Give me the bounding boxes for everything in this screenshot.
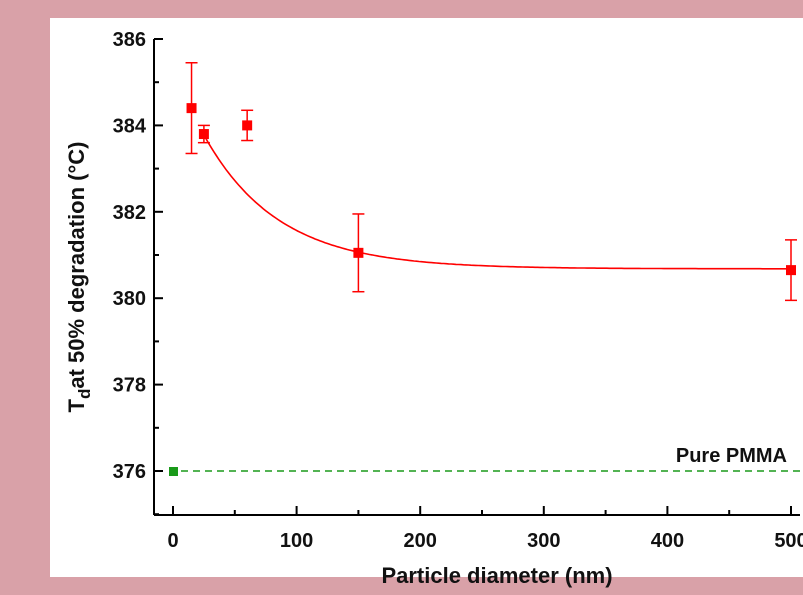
x-tick-label: 0 [167,530,178,552]
y-tick-label: 386 [113,29,146,51]
y-tick-label: 376 [113,461,146,483]
x-tick-label: 400 [651,530,684,552]
x-axis-title: Particle diameter (nm) [381,563,612,588]
x-tick-label: 100 [280,530,313,552]
data-point [353,247,364,258]
y-tick-label: 380 [113,288,146,310]
fit-curve [203,134,790,270]
reference-label: Pure PMMA [676,445,787,467]
x-tick-label: 500 [774,530,803,552]
data-point [186,103,197,114]
data-point [242,120,253,131]
x-tick-label: 200 [404,530,437,552]
y-tick-label: 384 [113,115,147,137]
data-point [198,129,209,140]
data-points [169,62,800,476]
y-tick-label: 382 [113,202,146,224]
fit-curve-group [203,134,790,270]
y-axis-title: Tdat 50% degradation (°C) [64,141,94,412]
axes [153,38,800,516]
y-tick-label: 378 [113,375,146,397]
x-tick-label: 300 [527,530,560,552]
reference-point [169,467,178,476]
data-point [786,265,796,276]
labels: 376 378 380 382 384 386 0 100 200 300 400 500 Pure P… [64,29,803,588]
